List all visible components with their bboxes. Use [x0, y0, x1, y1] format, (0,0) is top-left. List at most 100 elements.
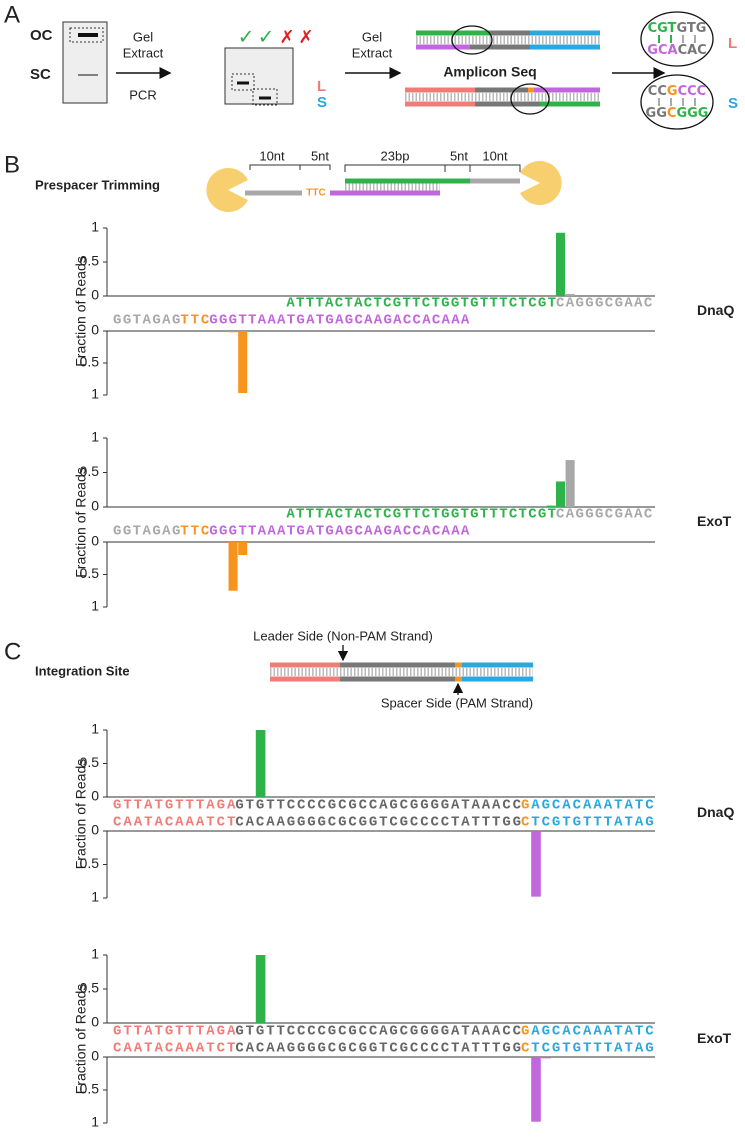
panel-title: Integration Site	[35, 663, 130, 678]
y-tick-label: 1	[91, 429, 99, 445]
gel	[224, 47, 294, 105]
bar	[555, 481, 566, 507]
oval-sequence: GGCGGG	[646, 106, 709, 121]
sequence: CAGGGCGAAC	[556, 296, 653, 312]
y-axis-label: Fraction of Reads	[73, 256, 89, 367]
y-tick-label: 0.5	[80, 980, 100, 996]
sequence: GTGTTCCCCGCGCCAGCGGGGATAAACC	[235, 798, 521, 814]
sequence: TTC	[180, 524, 209, 540]
nt: GG	[646, 106, 667, 121]
panel-title: Prespacer Trimming	[35, 177, 160, 192]
sequence: TTC	[180, 313, 209, 329]
sequence: G	[521, 798, 529, 814]
y-tick-label: 1	[91, 889, 99, 905]
amplicon-label: Amplicon Seq	[443, 64, 536, 80]
cross: ✗	[279, 27, 294, 47]
y-tick-label: 0.5	[80, 754, 100, 770]
panel-a: A OC SC Gel Extract PCR ✓ ✓ ✗ ✗ L S Gel …	[4, 1, 738, 130]
nt: GTG	[676, 21, 706, 36]
y-tick-label: 0	[91, 1014, 99, 1030]
nt: G	[667, 84, 678, 99]
bar	[541, 1057, 551, 1059]
bar	[228, 331, 238, 333]
gel-box	[69, 27, 104, 43]
y-tick-label: 0.5	[80, 855, 100, 871]
band-label: S	[317, 94, 327, 111]
enzyme-label: DnaQ	[697, 804, 734, 820]
oval-sequence: GCACAC	[647, 43, 706, 58]
sequence: CACAAGGGGCGCGGTCGCCCCTATTTGG	[235, 815, 521, 831]
sequence: CAATACAAATCT	[113, 815, 235, 831]
step-label: PCR	[129, 87, 156, 102]
pam: TTC	[306, 188, 325, 199]
sequence: ATTTACTACTCGTTCTGGTGTTTCTCGT	[286, 296, 556, 312]
sequence: C	[521, 815, 530, 831]
y-tick-label: 0.5	[80, 565, 100, 581]
y-tick-label: 0	[91, 1048, 99, 1064]
nt: GCA	[647, 43, 677, 58]
step-label: Extract	[352, 45, 393, 60]
nt: CGT	[648, 21, 677, 36]
nt: C	[667, 106, 677, 121]
y-tick-label: 0	[91, 287, 99, 303]
bracket	[444, 164, 471, 172]
sequence: GTTATGTTTAGA	[113, 1024, 236, 1040]
oval-label: L	[728, 35, 737, 52]
length-label: 5nt	[450, 148, 468, 163]
y-tick-label: 0	[91, 533, 99, 549]
panel-letter: B	[4, 151, 20, 178]
bar	[565, 293, 575, 296]
y-tick-label: 0.5	[80, 463, 100, 479]
oval	[640, 74, 714, 130]
sequence: C	[521, 1041, 530, 1057]
length-label: 10nt	[259, 148, 285, 163]
sequence: GGGTTAAATGATGAGCAAGACCACAAA	[209, 524, 470, 540]
step-label: Gel	[133, 29, 153, 44]
nt: GGG	[676, 106, 708, 121]
sequence: GTGTTCCCCGCGCCAGCGGGGATAAACC	[235, 1024, 521, 1040]
bar	[531, 831, 541, 897]
bar	[546, 505, 556, 507]
enzyme-label: ExoT	[697, 1030, 732, 1046]
enzyme-label: DnaQ	[697, 302, 734, 318]
nt: CC	[648, 84, 667, 99]
y-axis-label: Fraction of Reads	[73, 984, 89, 1095]
bracket	[249, 164, 301, 170]
exonuclease	[520, 161, 562, 206]
y-tick-label: 1	[91, 946, 99, 962]
site-label: Spacer Side (PAM Strand)	[381, 695, 533, 710]
bracket	[344, 164, 446, 172]
bar	[531, 1057, 541, 1122]
y-tick-label: 1	[91, 598, 99, 614]
exonuclease	[206, 168, 248, 213]
y-tick-label: 0.5	[80, 354, 100, 370]
sequence: CAATACAAATCT	[113, 1041, 235, 1057]
y-tick-label: 0.5	[80, 1081, 100, 1097]
y-tick-label: 0.5	[80, 253, 100, 269]
sequence: ATTTACTACTCGTTCTGGTGTTTCTCGT	[286, 507, 556, 523]
panel-letter: C	[4, 638, 21, 665]
y-axis-label: Fraction of Reads	[73, 467, 89, 578]
y-tick-label: 0	[91, 498, 99, 514]
oval-label: S	[728, 95, 738, 112]
bracket	[299, 164, 331, 170]
y-tick-label: 0	[91, 822, 99, 838]
enzyme-label: ExoT	[697, 513, 732, 529]
y-tick-label: 1	[91, 1114, 99, 1130]
panel-b: B Prespacer Trimming TTC 10nt 5nt 23bp 5…	[4, 148, 562, 213]
length-label: 5nt	[311, 148, 329, 163]
sequence: GTTATGTTTAGA	[113, 798, 236, 814]
step-label: Extract	[123, 45, 164, 60]
duplex	[416, 25, 600, 55]
y-tick-label: 0	[91, 788, 99, 804]
panel-c: C Integration Site Leader Side (Non-PAM …	[4, 628, 533, 710]
length-label: 10nt	[482, 148, 508, 163]
oval-sequence: CGTGTG	[648, 21, 707, 36]
oval	[640, 11, 714, 67]
bar	[255, 730, 266, 797]
nt: CAC	[678, 43, 707, 58]
panel-letter: A	[4, 1, 20, 28]
sequence: GGTAGAG	[113, 524, 180, 540]
bracket	[469, 164, 521, 172]
y-tick-label: 0	[91, 322, 99, 338]
